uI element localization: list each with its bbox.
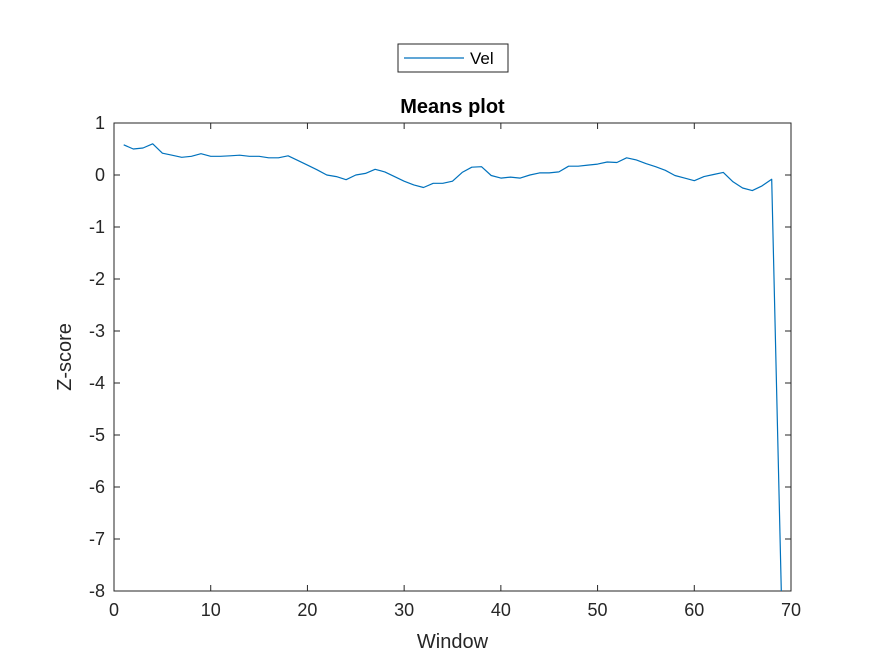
y-tick-label: 1 <box>95 113 105 133</box>
y-tick-label: -1 <box>89 217 105 237</box>
y-tick-label: -5 <box>89 425 105 445</box>
x-tick-label: 10 <box>201 600 221 620</box>
y-tick-label: 0 <box>95 165 105 185</box>
y-axis-label: Z-score <box>54 323 76 391</box>
x-tick-label: 0 <box>109 600 119 620</box>
x-tick-label: 70 <box>781 600 801 620</box>
y-tick-label: -7 <box>89 529 105 549</box>
y-tick-label: -8 <box>89 581 105 601</box>
series-line-vel <box>123 143 782 592</box>
legend-label: Vel <box>470 49 494 68</box>
x-tick-label: 40 <box>491 600 511 620</box>
x-tick-label: 30 <box>394 600 414 620</box>
x-tick-label: 20 <box>297 600 317 620</box>
y-tick-label: -4 <box>89 373 105 393</box>
y-tick-label: -2 <box>89 269 105 289</box>
chart-title: Means plot <box>400 96 505 118</box>
x-tick-label: 50 <box>588 600 608 620</box>
y-tick-label: -3 <box>89 321 105 341</box>
plot-area <box>113 122 792 592</box>
y-tick-label: -6 <box>89 477 105 497</box>
x-tick-label: 60 <box>684 600 704 620</box>
x-axis-label: Window <box>417 631 489 653</box>
series-layer <box>123 143 782 592</box>
